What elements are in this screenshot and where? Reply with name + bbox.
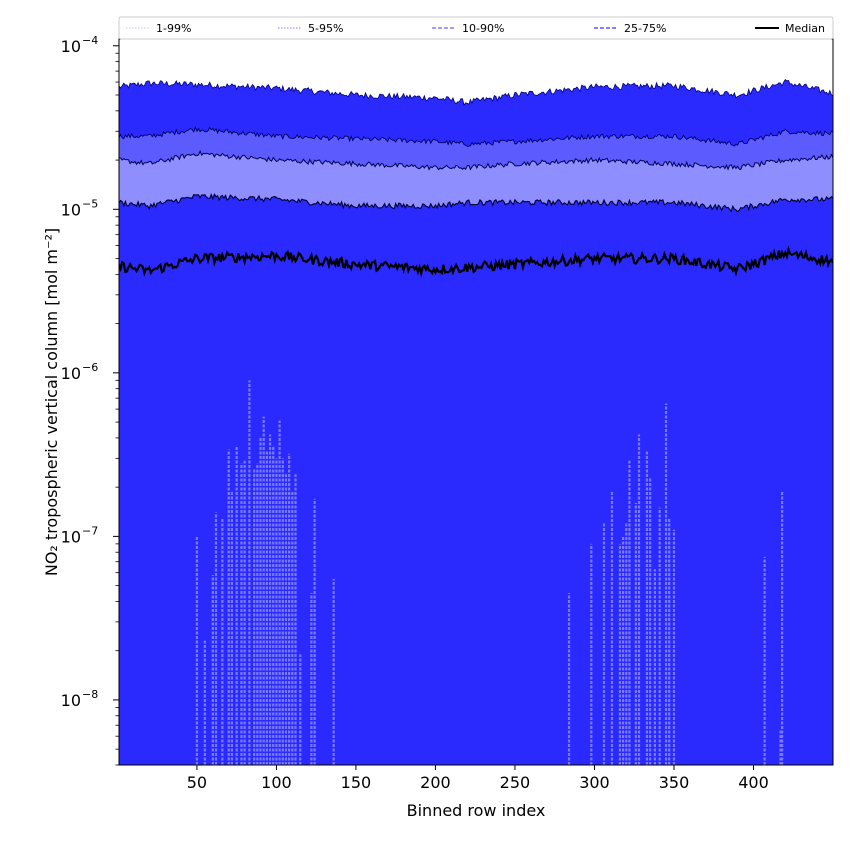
x-tick-label: 400 — [738, 773, 769, 792]
y-tick-label: 10 — [61, 527, 81, 546]
percentile-lines — [119, 79, 833, 278]
lower-percentile-spikes — [195, 380, 784, 765]
legend-label: Median — [785, 22, 825, 35]
x-tick-label: 250 — [500, 773, 531, 792]
legend-label: 1-99% — [156, 22, 191, 35]
y-axis-label: NO₂ tropospheric vertical column [mol m⁻… — [42, 228, 61, 576]
x-tick-label: 350 — [659, 773, 690, 792]
x-axis-ticks: 50 100 150 200 250 300 350 400 — [187, 765, 769, 792]
series-line-p90 — [119, 149, 833, 171]
y-tick-exponent: −6 — [82, 361, 98, 374]
y-tick-label: 10 — [61, 200, 81, 219]
legend-frame — [118, 16, 834, 40]
y-tick-exponent: −8 — [82, 688, 98, 701]
series-line-p99 — [119, 79, 833, 106]
series-line-p75 — [119, 192, 833, 213]
y-axis-ticks: 10−810−710−610−510−4 — [61, 34, 119, 766]
legend: 1-99% 5-95% 10-90% 25-75% Median — [118, 16, 834, 40]
x-tick-label: 50 — [187, 773, 207, 792]
y-tick-exponent: −5 — [82, 197, 98, 210]
y-tick-label: 10 — [61, 691, 81, 710]
band-below-p75 — [119, 194, 833, 765]
x-tick-label: 150 — [341, 773, 372, 792]
x-tick-label: 300 — [579, 773, 610, 792]
y-tick-exponent: −4 — [82, 34, 98, 47]
y-tick-label: 10 — [61, 37, 81, 56]
y-tick-label: 10 — [61, 364, 81, 383]
legend-label: 10-90% — [462, 22, 504, 35]
legend-label: 25-75% — [624, 22, 666, 35]
x-axis-label: Binned row index — [407, 801, 546, 820]
series-line-p95 — [119, 126, 833, 147]
x-tick-label: 200 — [420, 773, 451, 792]
series-line-median — [119, 245, 833, 278]
legend-label: 5-95% — [308, 22, 343, 35]
y-tick-exponent: −7 — [82, 524, 98, 537]
percentile-bands — [119, 79, 833, 765]
x-tick-label: 100 — [261, 773, 292, 792]
